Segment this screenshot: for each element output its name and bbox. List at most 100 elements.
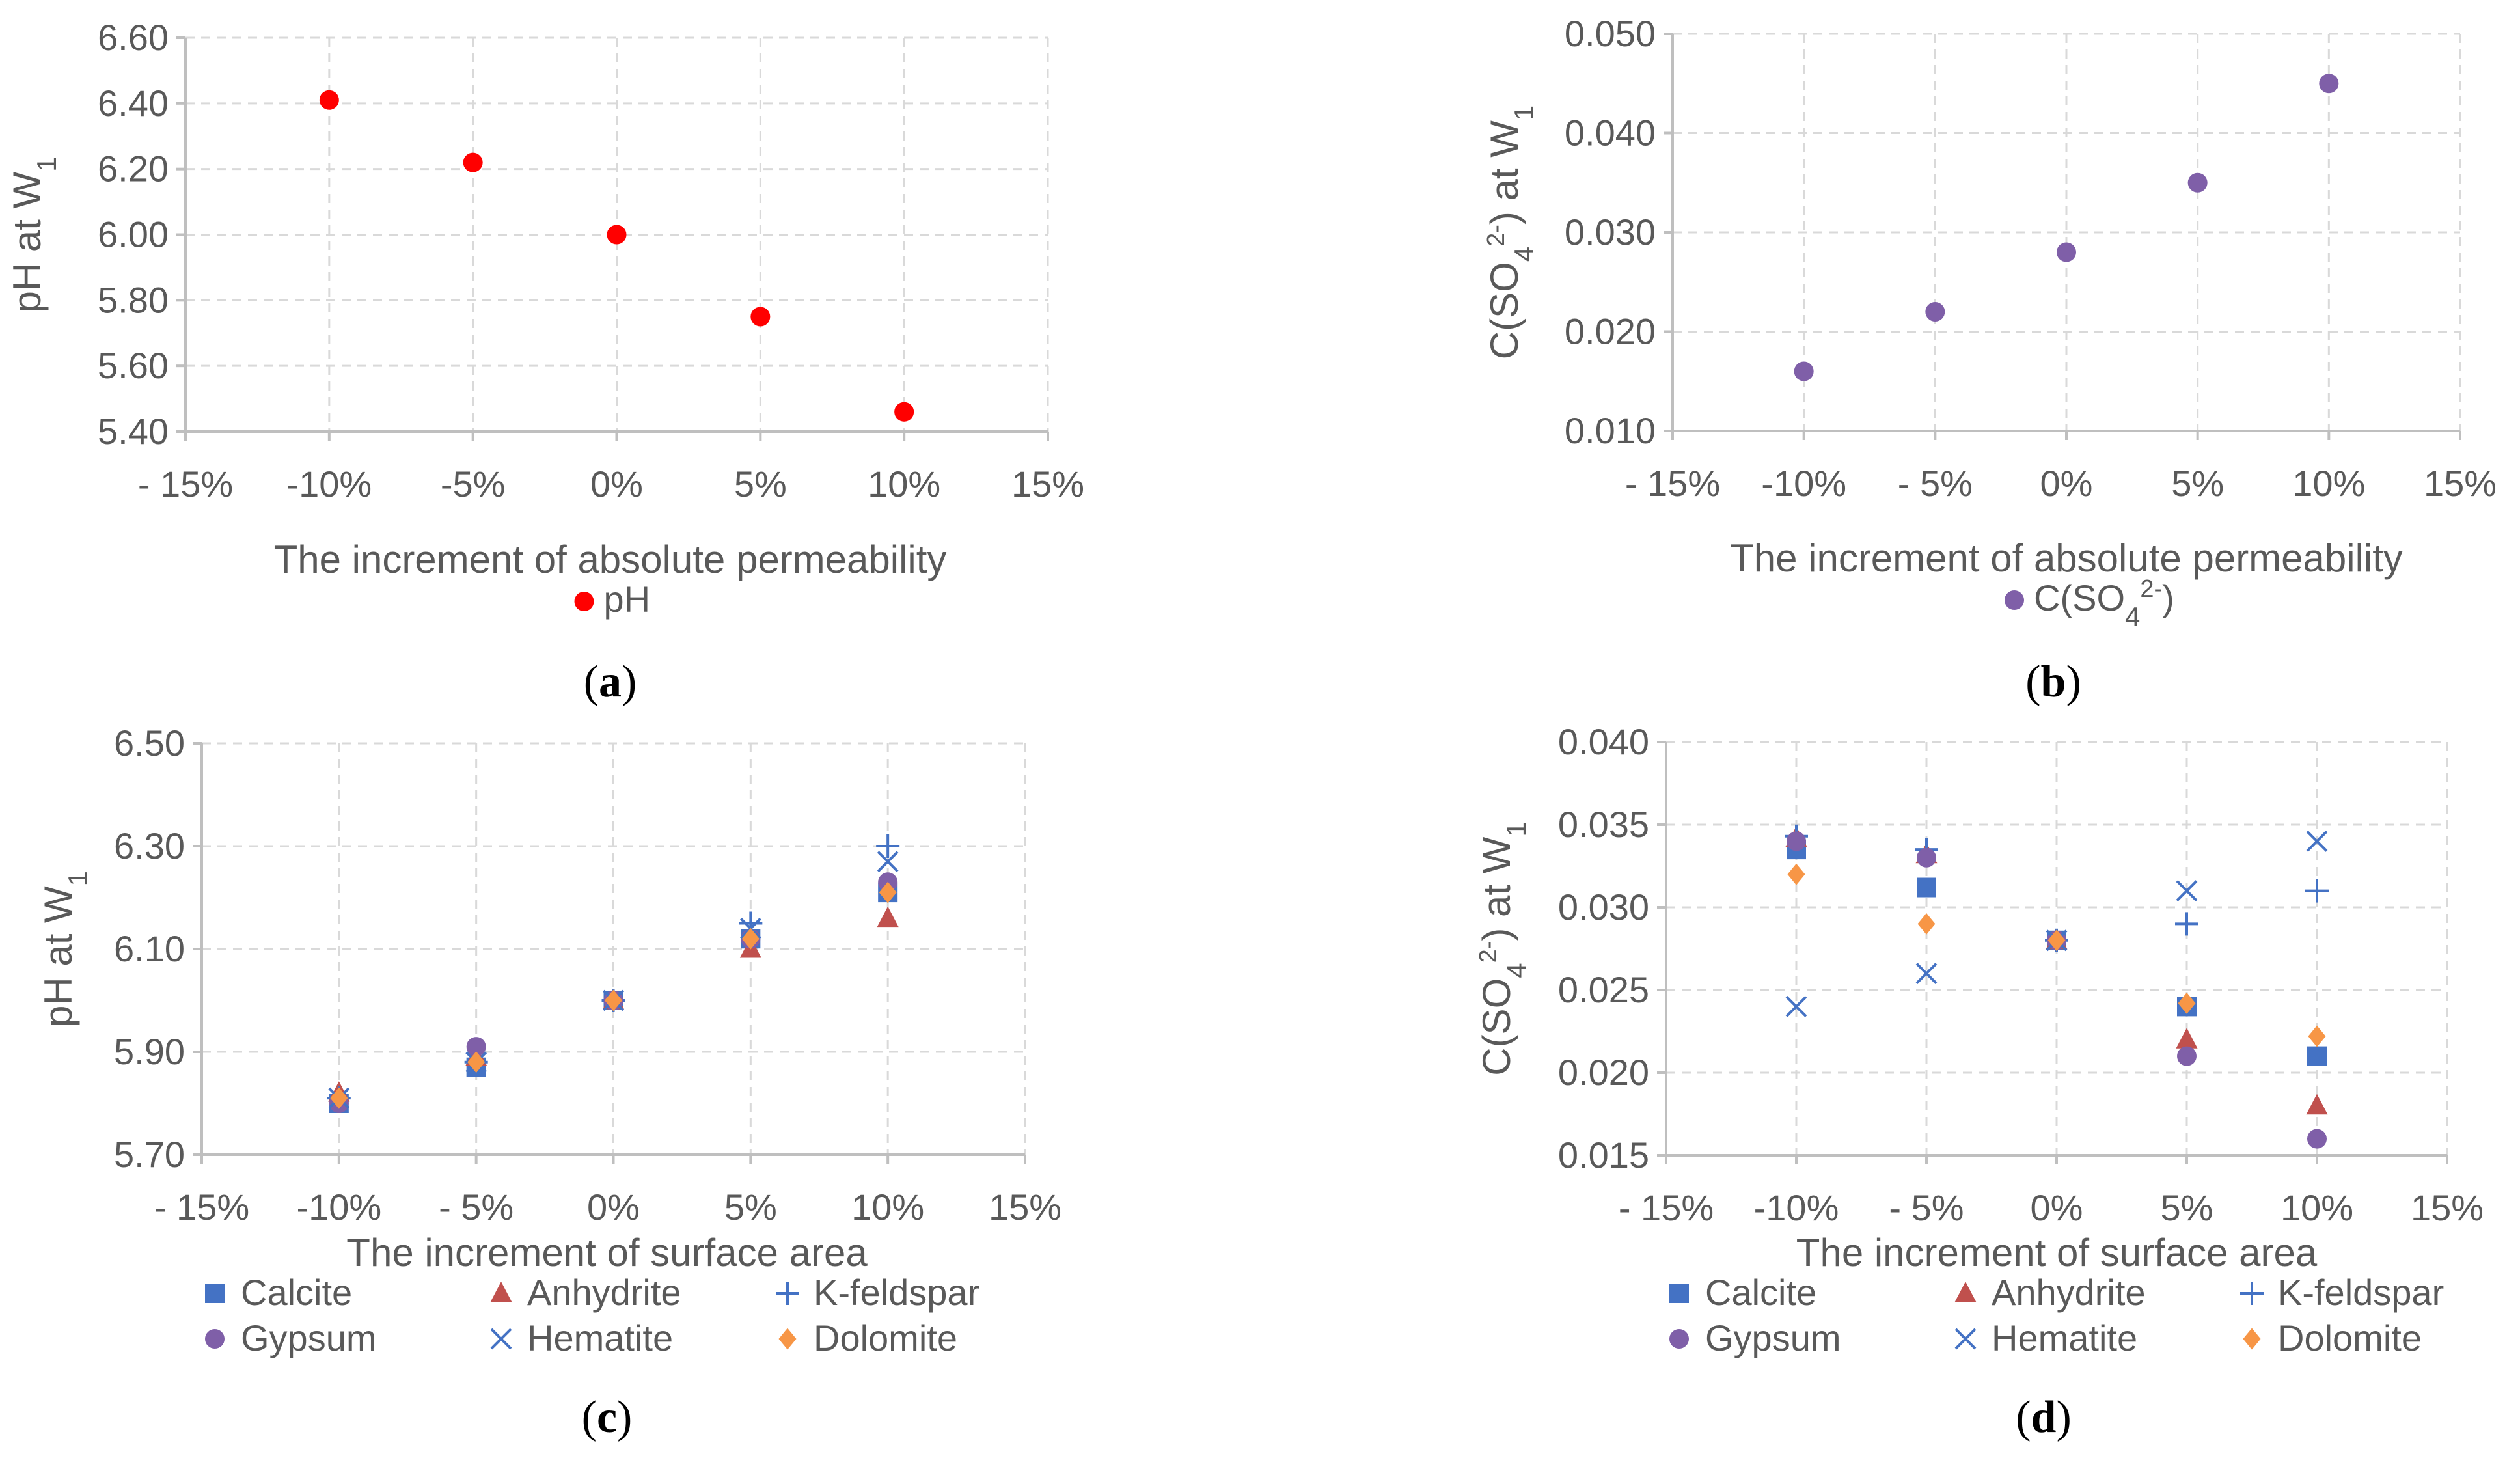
x-tick-label: -10% bbox=[1754, 1187, 1839, 1228]
data-point-circle bbox=[750, 307, 771, 327]
y-tick-label: 5.70 bbox=[114, 1134, 185, 1175]
text-part: 2- bbox=[1483, 225, 1510, 247]
panel-label-letter: a bbox=[599, 657, 622, 707]
data-point-plus bbox=[2305, 879, 2329, 903]
panel-label: (a) bbox=[584, 657, 637, 707]
text-part: 4 bbox=[1509, 247, 1539, 262]
y-tick-label: 0.020 bbox=[1558, 1052, 1649, 1093]
legend: Calcite Anhydrite K-feldspar Gypsum Hematite… bbox=[1669, 1272, 2444, 1358]
x-tick-label: 10% bbox=[2292, 463, 2365, 504]
y-tick-label: 0.030 bbox=[1565, 212, 1656, 253]
y-tick-label: 6.20 bbox=[98, 148, 169, 189]
data-point-circle bbox=[1917, 847, 1936, 868]
x-tick-label: -10% bbox=[296, 1187, 381, 1228]
x-tick-label: 0% bbox=[2031, 1187, 2083, 1228]
text-part: ) at W bbox=[1475, 836, 1518, 941]
x-tick-label: -5% bbox=[441, 463, 506, 504]
x-axis-title: The increment of surface area bbox=[346, 1231, 868, 1274]
panel-label: (c) bbox=[582, 1392, 633, 1442]
text-part: 4 bbox=[1501, 963, 1531, 978]
panel-label-open: ( bbox=[2016, 1392, 2031, 1442]
y-tick-label: 0.020 bbox=[1565, 311, 1656, 352]
legend-marker bbox=[2243, 1328, 2261, 1350]
y-tick-label: 0.010 bbox=[1565, 410, 1656, 451]
panel-label-open: ( bbox=[2025, 657, 2040, 707]
data-point-triangle bbox=[2176, 1028, 2198, 1049]
text-part: C(SO bbox=[1483, 262, 1526, 359]
data-point-triangle bbox=[2306, 1094, 2328, 1115]
legend-label: Dolomite bbox=[2278, 1317, 2422, 1358]
chart-panel-b: 0.010 0.020 0.030 0.040 0.050 - 15% -10% - 5% 0%… bbox=[1483, 13, 2497, 707]
data-point-diamond bbox=[2308, 1025, 2326, 1047]
panel-label: (d) bbox=[2016, 1392, 2072, 1442]
y-tick-label: 6.00 bbox=[98, 214, 169, 255]
panel-label-letter: d bbox=[2031, 1392, 2057, 1442]
legend-marker bbox=[778, 1328, 797, 1350]
text-part: 1 bbox=[1501, 821, 1531, 836]
text-part: pH at W bbox=[36, 886, 80, 1027]
panel-label: (b) bbox=[2025, 657, 2081, 707]
y-tick-label: 0.030 bbox=[1558, 887, 1649, 928]
x-tick-label: 15% bbox=[2424, 463, 2497, 504]
y-tick-label: 5.60 bbox=[98, 345, 169, 386]
x-tick-label: - 15% bbox=[1625, 463, 1720, 504]
x-tick-label: 10% bbox=[868, 463, 940, 504]
y-tick-label: 5.80 bbox=[98, 279, 169, 320]
panel-label-close: ) bbox=[622, 657, 637, 707]
y-axis-title: C(SO42-) at W1 bbox=[1475, 821, 1531, 1076]
data-point-circle bbox=[466, 1037, 486, 1057]
y-tick-label: 5.90 bbox=[114, 1031, 185, 1072]
x-tick-label: - 5% bbox=[1889, 1187, 1964, 1228]
data-point-circle bbox=[2307, 1129, 2327, 1149]
text-part: 2- bbox=[1475, 941, 1502, 963]
y-tick-label: 0.040 bbox=[1558, 721, 1649, 762]
panel-label-letter: b bbox=[2041, 657, 2066, 707]
y-axis-title: C(SO42-) at W1 bbox=[1483, 105, 1539, 360]
legend-marker bbox=[776, 1282, 799, 1305]
legend-label: Anhydrite bbox=[1992, 1272, 2146, 1313]
x-tick-label: 0% bbox=[590, 463, 643, 504]
x-tick-label: 0% bbox=[587, 1187, 640, 1228]
x-tick-label: - 15% bbox=[154, 1187, 249, 1228]
legend-marker bbox=[1954, 1328, 1977, 1350]
chart-panel-d: 0.015 0.020 0.025 0.030 0.035 0.040 - 15% -10% -… bbox=[1475, 721, 2484, 1442]
data-point-circle bbox=[319, 90, 339, 110]
legend-label: Anhydrite bbox=[527, 1272, 681, 1313]
y-tick-label: 0.050 bbox=[1565, 13, 1656, 54]
text-part: 1 bbox=[62, 871, 93, 886]
data-point-diamond bbox=[2178, 992, 2196, 1014]
data-point-triangle bbox=[877, 906, 899, 928]
text-part: C(SO bbox=[2034, 577, 2125, 618]
text-part: 4 bbox=[2125, 601, 2140, 632]
legend-label: pH bbox=[604, 579, 651, 620]
y-tick-label: 6.10 bbox=[114, 928, 185, 969]
y-tick-label: 5.40 bbox=[98, 411, 169, 452]
legend-label: K-feldspar bbox=[814, 1272, 979, 1313]
data-point-circle bbox=[1787, 831, 1806, 851]
data-point-circle bbox=[1794, 361, 1814, 381]
x-tick-label: 5% bbox=[724, 1187, 777, 1228]
data-point-x bbox=[1785, 995, 1807, 1017]
y-tick-label: 0.025 bbox=[1558, 969, 1649, 1010]
data-point-x bbox=[2306, 830, 2328, 852]
x-axis-title: The increment of absolute permeability bbox=[1730, 536, 2403, 580]
panel-label-close: ) bbox=[2056, 1392, 2071, 1442]
x-tick-label: -10% bbox=[1761, 463, 1846, 504]
text-part: ) at W bbox=[1483, 120, 1526, 225]
data-point-plus bbox=[2175, 912, 2198, 936]
text-part: C(SO bbox=[1475, 978, 1518, 1076]
x-tick-label: 15% bbox=[1011, 463, 1084, 504]
panel-label-close: ) bbox=[2066, 657, 2081, 707]
legend-label: Calcite bbox=[241, 1272, 352, 1313]
data-point-diamond bbox=[330, 1087, 348, 1109]
data-point-plus bbox=[876, 834, 900, 858]
legend-label: K-feldspar bbox=[2278, 1272, 2444, 1313]
legend-marker bbox=[205, 1329, 225, 1349]
x-axis-title: The increment of absolute permeability bbox=[274, 538, 947, 581]
legend-marker bbox=[1669, 1284, 1689, 1303]
legend: Calcite Anhydrite K-feldspar Gypsum Hematite… bbox=[205, 1272, 979, 1358]
data-point-square bbox=[1917, 877, 1936, 898]
data-point-x bbox=[2176, 880, 2198, 902]
data-point-circle bbox=[2177, 1046, 2197, 1066]
